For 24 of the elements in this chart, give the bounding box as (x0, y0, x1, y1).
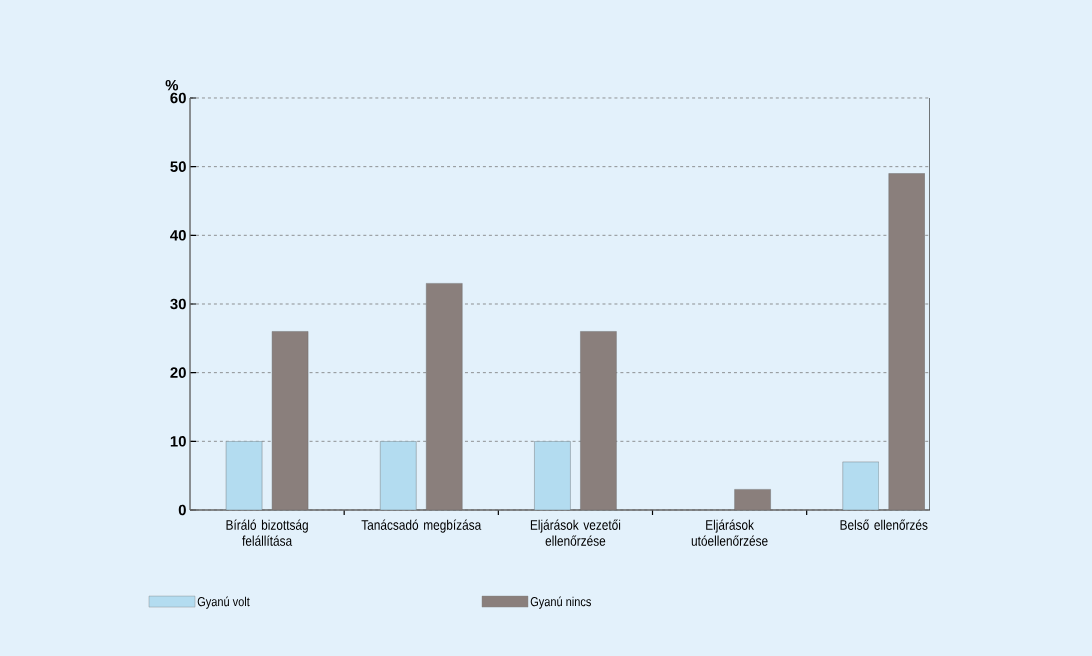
x-tick-label: Eljárások vezetői ellenőrzése (530, 519, 621, 546)
y-tick-label: 30 (170, 298, 186, 310)
bar (842, 461, 879, 510)
bar (271, 331, 309, 510)
y-tick-label: 20 (170, 367, 186, 378)
x-tick-label: Belső ellenőrzés (840, 519, 928, 530)
y-tick-label: 40 (170, 230, 186, 241)
bar (734, 489, 771, 510)
bar (534, 441, 571, 510)
x-tick-label: Tanácsadó megbízása (361, 519, 482, 533)
x-tick-label: Bíráló bizottság felállítása (226, 519, 308, 546)
y-axis-title: % (165, 79, 179, 91)
x-tick-label: Eljárások utóellenőrzése (691, 519, 768, 546)
bar (426, 283, 463, 510)
y-tick-label: 0 (178, 504, 186, 516)
y-tick-label: 50 (170, 161, 186, 172)
bar (225, 441, 263, 510)
y-tick-label: 60 (170, 92, 186, 104)
y-tick-label: 10 (170, 436, 186, 447)
bar (580, 331, 617, 510)
bar (888, 173, 925, 510)
legend-label: Gyanú volt (197, 596, 250, 609)
legend-label: Gyanú nincs (530, 596, 591, 609)
bar (380, 441, 417, 510)
